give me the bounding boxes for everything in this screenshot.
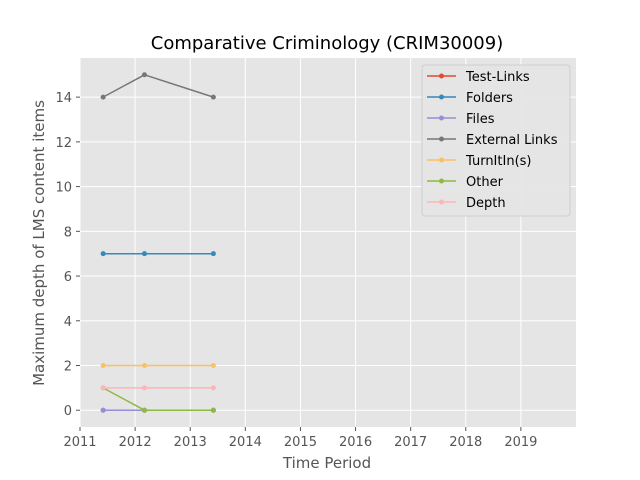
y-tick-label: 6 bbox=[64, 270, 72, 285]
legend-marker bbox=[439, 157, 444, 163]
x-tick-label: 2019 bbox=[504, 435, 537, 450]
legend-marker bbox=[439, 199, 444, 205]
x-axis-label: Time Period bbox=[282, 454, 371, 472]
legend-label: TurnItIn(s) bbox=[465, 154, 531, 169]
legend-item: Test-Links bbox=[427, 70, 530, 85]
x-tick-label: 2012 bbox=[119, 435, 152, 450]
legend-box bbox=[421, 64, 571, 217]
x-tick-label: 2017 bbox=[394, 435, 427, 450]
y-axis-label: Maximum depth of LMS content items bbox=[30, 100, 48, 386]
chart-title: Comparative Criminology (CRIM30009) bbox=[151, 33, 503, 54]
series-layer bbox=[100, 72, 216, 413]
x-tick-label: 2014 bbox=[229, 435, 262, 450]
y-tick-label: 0 bbox=[64, 404, 72, 419]
data-point bbox=[100, 407, 106, 413]
x-tick-label: 2013 bbox=[174, 435, 207, 450]
y-tick-label: 14 bbox=[55, 91, 72, 106]
series-turnitin-s bbox=[100, 363, 216, 368]
legend-item: TurnItIn(s) bbox=[427, 154, 531, 169]
legend-marker bbox=[439, 94, 444, 100]
y-tick-label: 10 bbox=[55, 181, 72, 196]
legend-item: Depth bbox=[427, 196, 506, 211]
data-point bbox=[100, 363, 106, 368]
legend: Test-Links Folders Files External Links Turn… bbox=[421, 64, 571, 217]
y-tick-label: 8 bbox=[64, 225, 72, 240]
legend-marker bbox=[439, 73, 444, 79]
x-tick-label: 2018 bbox=[449, 435, 482, 450]
x-tick-label: 2011 bbox=[63, 435, 96, 450]
legend-item: Files bbox=[427, 112, 495, 127]
x-tick-label: 2016 bbox=[339, 435, 372, 450]
legend-label: Folders bbox=[466, 91, 513, 106]
series-depth bbox=[100, 385, 216, 391]
legend-marker bbox=[439, 178, 444, 184]
y-tick-label: 12 bbox=[55, 136, 72, 151]
series-folders bbox=[100, 251, 216, 257]
legend-marker bbox=[439, 115, 444, 121]
data-point bbox=[100, 385, 106, 391]
x-axis: 2011 2012 2013 2014 2015 2016 2017 2018 2019 bbox=[63, 427, 537, 450]
data-point bbox=[210, 363, 216, 368]
y-tick-label: 2 bbox=[64, 360, 72, 375]
data-point bbox=[100, 94, 106, 100]
y-axis: 0 2 4 6 8 10 12 14 bbox=[55, 91, 80, 419]
legend-label: External Links bbox=[466, 133, 558, 148]
y-tick-label: 4 bbox=[64, 315, 72, 330]
data-point bbox=[141, 72, 147, 78]
legend-label: Other bbox=[466, 175, 504, 190]
x-tick-label: 2015 bbox=[284, 435, 317, 450]
legend-label: Files bbox=[466, 112, 495, 127]
data-point bbox=[141, 251, 147, 257]
series-external-links bbox=[100, 72, 216, 100]
legend-item: Other bbox=[427, 175, 504, 190]
data-point bbox=[141, 385, 147, 391]
legend-label: Test-Links bbox=[465, 70, 530, 85]
legend-item: External Links bbox=[427, 133, 558, 148]
data-point bbox=[210, 94, 216, 100]
data-point bbox=[141, 363, 147, 368]
legend-label: Depth bbox=[466, 196, 506, 211]
data-point bbox=[210, 385, 216, 391]
legend-marker bbox=[439, 136, 444, 142]
legend-item: Folders bbox=[427, 91, 513, 106]
data-point bbox=[210, 251, 216, 257]
data-point bbox=[141, 407, 147, 413]
data-point bbox=[100, 251, 106, 257]
data-point bbox=[210, 407, 216, 413]
